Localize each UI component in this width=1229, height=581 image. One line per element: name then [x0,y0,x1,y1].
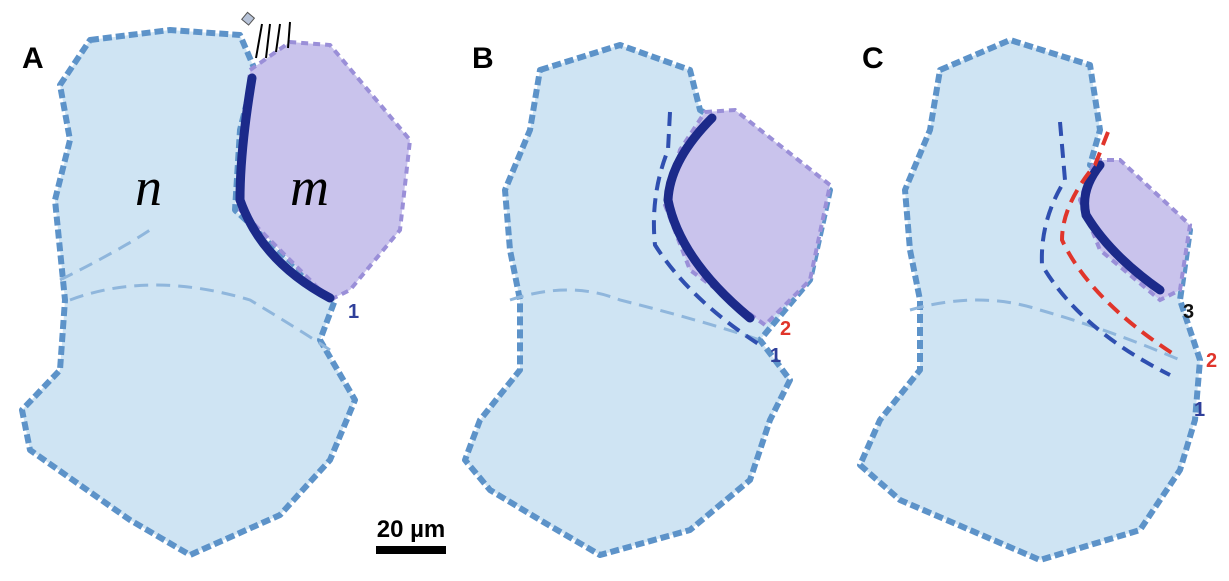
figure: A n m 1 B 2 1 C 3 2 1 20 µm [0,0,1229,581]
region-label: m [290,157,329,217]
stage-label: 2 [1206,350,1217,372]
stage-label: 1 [1194,399,1205,421]
cell-body [860,40,1200,560]
panel-a: A n m 1 [22,12,410,555]
stage-label: 3 [1183,301,1194,323]
panel-label: C [862,42,884,75]
panel-label: B [472,42,494,75]
panel-c: C 3 2 1 [860,40,1217,560]
stage-label: 2 [780,318,791,340]
panel-label: A [22,42,44,75]
scale-label: 20 µm [377,516,446,543]
panel-b: B 2 1 [465,42,830,555]
stage-label: 1 [770,345,781,367]
region-label: n [135,157,162,217]
stage-label: 1 [348,301,359,323]
